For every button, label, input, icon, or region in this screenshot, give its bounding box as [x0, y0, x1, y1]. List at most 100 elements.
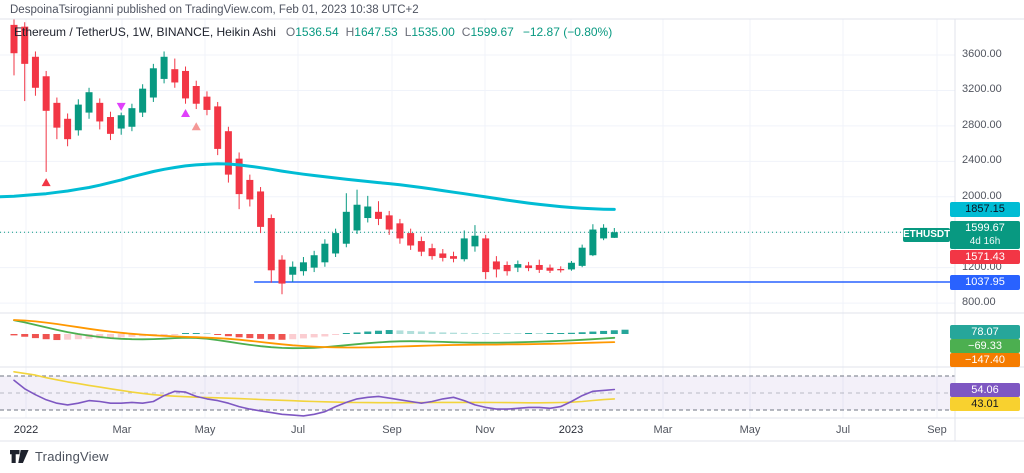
macd-bar: [332, 334, 340, 335]
sell-signal-triangle-icon: [116, 102, 126, 111]
candle-body: [353, 204, 361, 231]
time-tick-label: Mar: [653, 424, 673, 436]
low-value: 1535.00: [411, 25, 455, 39]
ma-price-badge: 1857.15: [950, 202, 1020, 217]
macd-bar: [128, 334, 136, 337]
close-value: 1599.67: [470, 25, 514, 39]
tradingview-attribution[interactable]: TradingView: [10, 449, 109, 464]
macd-bar: [471, 333, 479, 334]
candle-body: [439, 253, 447, 258]
candle-body: [600, 227, 608, 239]
macd-bar: [535, 333, 543, 334]
macd-bar: [192, 333, 200, 334]
macd-bar: [385, 330, 393, 334]
macd-bar: [439, 332, 447, 334]
candle-body: [450, 256, 458, 259]
macd-bar: [203, 333, 211, 334]
buy-signal-triangle-icon: [191, 122, 201, 131]
last-price-value: 1599.67: [965, 222, 1005, 234]
macd-line: [13, 319, 616, 350]
macd-bar: [21, 334, 29, 337]
candle-body: [364, 206, 372, 219]
symbol-price-flag: ETHUSDT: [903, 228, 951, 242]
macd-bar: [621, 329, 629, 334]
candle-body: [278, 259, 286, 284]
macd-bar: [503, 333, 511, 334]
candle-body: [514, 264, 522, 268]
candle-body: [42, 76, 50, 111]
candle-body: [31, 56, 39, 88]
ma-line: [0, 162, 616, 211]
macd-line-badge: −69.33: [950, 339, 1020, 353]
candle-body: [85, 92, 93, 113]
time-axis[interactable]: 2022 Mar May Jul Sep Nov 2023 Mar May Jul Sep: [0, 419, 1024, 441]
candle-body: [396, 223, 404, 239]
time-tick-label: 2023: [558, 424, 584, 436]
macd-bar: [42, 334, 50, 340]
time-tick-label: Nov: [475, 424, 495, 436]
candle-body: [610, 232, 618, 238]
candle-body: [310, 255, 318, 268]
macd-bar: [74, 334, 82, 340]
candlestick-series: [10, 19, 618, 295]
candle-body: [203, 96, 211, 110]
macd-bar: [278, 334, 286, 340]
macd-signal-badge: −147.40: [950, 353, 1020, 367]
bar-countdown: 4d 16h: [969, 236, 1001, 247]
rsi-line: [13, 379, 616, 417]
price-tick-label: 3200.00: [962, 83, 1002, 96]
candle-body: [10, 24, 18, 54]
macd-bar: [224, 334, 232, 337]
time-tick-label: May: [194, 424, 216, 436]
candle-body: [128, 108, 136, 127]
rsi-ma-line: [13, 371, 616, 404]
candle-body: [235, 158, 243, 195]
time-tick-label: 2022: [13, 424, 39, 436]
time-tick-label: May: [739, 424, 761, 436]
candle-body: [503, 264, 511, 272]
candle-body: [117, 115, 125, 129]
macd-bar: [610, 330, 618, 334]
candle-body: [589, 229, 597, 256]
macd-bar: [546, 333, 554, 334]
support-price-badge: 1037.95: [950, 275, 1020, 290]
time-tick-label: Sep: [927, 424, 947, 436]
macd-bar: [160, 334, 168, 336]
macd-bar: [353, 332, 361, 334]
candle-body: [546, 267, 554, 271]
chart-legend: Ethereum / TetherUS, 1W, BINANCE, Heikin…: [14, 25, 612, 39]
candle-body: [407, 233, 415, 246]
time-tick-label: Mar: [112, 424, 132, 436]
macd-histogram-badge: 78.07: [950, 325, 1020, 339]
candle-body: [557, 268, 565, 271]
buy-signal-triangle-icon: [41, 178, 51, 187]
macd-bar: [557, 333, 565, 334]
candle-body: [267, 218, 275, 271]
candle-body: [417, 241, 425, 252]
candle-body: [535, 264, 543, 270]
macd-bar: [64, 334, 72, 340]
symbol-title[interactable]: Ethereum / TetherUS, 1W, BINANCE, Heikin…: [14, 25, 276, 39]
macd-bar: [31, 334, 39, 339]
macd-bar: [525, 333, 533, 334]
rsi-ma-badge: 43.01: [950, 397, 1020, 411]
macd-bar: [321, 334, 329, 337]
macd-bar: [374, 330, 382, 334]
macd-bar: [10, 334, 18, 336]
macd-bar: [310, 334, 318, 338]
time-tick-label: Sep: [382, 424, 402, 436]
time-tick-label: Jul: [290, 424, 306, 436]
macd-bar: [492, 333, 500, 334]
macd-bar: [257, 334, 265, 339]
candle-body: [64, 118, 72, 140]
time-tick-label: Jul: [835, 424, 851, 436]
close-label: C: [461, 25, 471, 39]
candle-body: [385, 215, 393, 230]
macd-bar: [417, 331, 425, 334]
price-axis[interactable]: USDT 3600.003200.002800.002400.002000.00…: [955, 0, 1024, 419]
candle-body: [578, 247, 586, 266]
price-tick-label: 3600.00: [962, 48, 1002, 60]
macd-bar: [364, 331, 372, 334]
macd-bar: [267, 334, 275, 340]
